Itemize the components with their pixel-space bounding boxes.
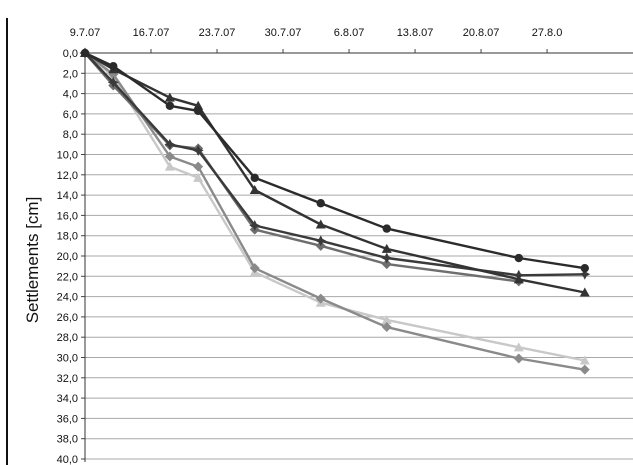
- y-tick-label: 38,0: [57, 434, 78, 446]
- y-tick-label: 10,0: [57, 150, 78, 162]
- series-1-point: [193, 106, 203, 116]
- series-2-point: [579, 287, 590, 297]
- series-6-point: [513, 342, 524, 352]
- series-3-line: [84, 52, 585, 277]
- series-6-point: [381, 314, 392, 324]
- series-3-point: [579, 268, 591, 280]
- series-2-point: [513, 274, 524, 284]
- series-5-point: [315, 293, 326, 304]
- series-2-point: [164, 92, 175, 102]
- series-2-point: [381, 243, 392, 253]
- y-tick-labels: 0,0 2,0 4,0 6,0 8,0 10,0 12,0 14,0 16,0 18,0 20,0 2…: [57, 48, 78, 465]
- series-6-point: [164, 161, 175, 171]
- series-2-point: [315, 219, 326, 229]
- series-5-point: [164, 151, 175, 162]
- series-5-point: [193, 161, 204, 172]
- y-tick-label: 0,0: [63, 48, 78, 60]
- x-tick-label: 23.7.07: [199, 27, 236, 39]
- y-tick-label: 40,0: [57, 454, 78, 465]
- series-6-point: [193, 172, 204, 182]
- series-3-point: [164, 138, 176, 150]
- series-1-point: [382, 224, 391, 233]
- series-5-line: [84, 52, 586, 371]
- y-tick-label: 34,0: [57, 393, 78, 405]
- series-1-point: [80, 48, 90, 58]
- x-tick-label: 16.7.07: [133, 27, 170, 39]
- series-group: [79, 47, 591, 375]
- y-tick-label: 18,0: [57, 231, 78, 243]
- series-3-point: [107, 76, 119, 88]
- y-axis-title: Settlements [cm]: [23, 197, 42, 324]
- y-tick-label: 30,0: [57, 353, 78, 365]
- y-tick-label: 8,0: [63, 129, 78, 141]
- series-3-point: [315, 235, 327, 247]
- x-tick-label: 20.8.07: [463, 27, 500, 39]
- series-1-point: [165, 101, 175, 110]
- series-4: [80, 48, 524, 287]
- series-3-point: [192, 144, 204, 156]
- series-3-point: [249, 220, 261, 231]
- y-tick-label: 26,0: [57, 312, 78, 324]
- gridlines: [85, 52, 633, 460]
- y-tick-label: 2,0: [63, 68, 78, 80]
- series-2: [80, 48, 590, 297]
- axes: [6, 18, 633, 465]
- y-tick-label: 36,0: [57, 413, 78, 425]
- series-5-point: [513, 353, 524, 364]
- y-tick-label: 12,0: [57, 170, 78, 182]
- series-1-point: [316, 199, 325, 208]
- y-tick-label: 6,0: [63, 109, 78, 121]
- series-1-point: [514, 253, 523, 263]
- y-tick-label: 32,0: [57, 373, 78, 385]
- y-tick-label: 16,0: [57, 210, 78, 222]
- series-3: [79, 47, 591, 281]
- x-tick-label: 30.7.07: [265, 27, 302, 39]
- y-tick-label: 28,0: [57, 332, 78, 344]
- series-1-point: [580, 263, 589, 273]
- x-tick-labels: 9.7.07 16.7.07 23.7.07 30.7.07 6.8.07 13.8.07…: [70, 27, 563, 39]
- series-3-point: [381, 252, 393, 264]
- series-4-point: [381, 259, 392, 270]
- y-tick-label: 22,0: [57, 271, 78, 283]
- series-1: [80, 48, 589, 273]
- series-1-point: [109, 61, 118, 71]
- series-5-point: [579, 364, 590, 375]
- y-tick-label: 20,0: [57, 251, 78, 263]
- series-6-point: [579, 355, 590, 365]
- y-tick-label: 24,0: [57, 292, 78, 304]
- x-tick-label: 6.8.07: [334, 27, 365, 39]
- series-1-point: [250, 173, 259, 183]
- y-tick-label: 4,0: [63, 89, 78, 101]
- series-5-point: [249, 263, 260, 274]
- y-tick-label: 14,0: [57, 190, 78, 202]
- x-tick-label: 13.8.07: [397, 27, 434, 39]
- x-tick-label: 9.7.07: [70, 27, 101, 39]
- series-5-point: [381, 322, 392, 333]
- x-tick-label: 27.8.0: [532, 27, 563, 39]
- series-2-point: [249, 185, 260, 195]
